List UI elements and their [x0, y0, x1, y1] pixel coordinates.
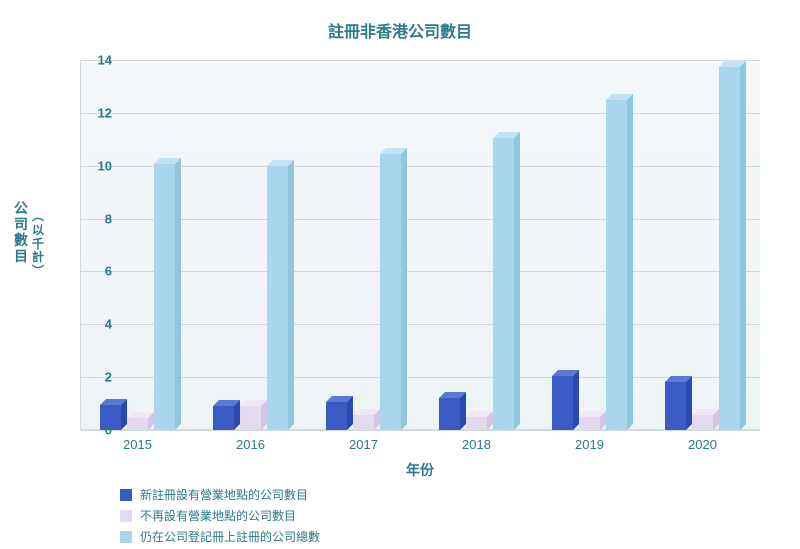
- legend-swatch: [120, 531, 132, 543]
- legend-swatch: [120, 489, 132, 501]
- bar: [127, 418, 148, 430]
- bar: [552, 376, 573, 430]
- bar: [579, 417, 600, 430]
- xtick-label: 2018: [447, 437, 507, 452]
- legend-item: 仍在公司登記冊上註冊的公司總數: [120, 528, 320, 545]
- legend-label: 新註冊設有營業地點的公司數目: [140, 486, 308, 503]
- bars-layer: 201520162017201820192020: [80, 60, 760, 430]
- y-axis-title: 公司數目: [14, 200, 28, 264]
- xtick-label: 2020: [673, 437, 733, 452]
- bar: [665, 382, 686, 430]
- bar: [213, 406, 234, 430]
- ytick-label: 0: [82, 423, 112, 438]
- legend-label: 不再設有營業地點的公司數目: [140, 507, 296, 524]
- bar: [606, 100, 627, 430]
- gridline: [81, 430, 760, 431]
- bar: [154, 164, 175, 430]
- bar: [493, 138, 514, 430]
- bar: [439, 398, 460, 430]
- legend-item: 新註冊設有營業地點的公司數目: [120, 486, 320, 503]
- bar: [267, 166, 288, 430]
- legend: 新註冊設有營業地點的公司數目不再設有營業地點的公司數目仍在公司登記冊上註冊的公司…: [120, 486, 320, 549]
- legend-swatch: [120, 510, 132, 522]
- plot-area: 201520162017201820192020: [80, 60, 760, 430]
- ytick-label: 10: [82, 158, 112, 173]
- bar: [692, 415, 713, 430]
- bar: [240, 406, 261, 430]
- xtick-label: 2016: [221, 437, 281, 452]
- ytick-label: 4: [82, 317, 112, 332]
- x-axis-title: 年份: [406, 460, 434, 480]
- bar: [353, 415, 374, 430]
- ytick-label: 8: [82, 211, 112, 226]
- ytick-label: 2: [82, 370, 112, 385]
- ytick-label: 6: [82, 264, 112, 279]
- ytick-label: 12: [82, 105, 112, 120]
- legend-label: 仍在公司登記冊上註冊的公司總數: [140, 528, 320, 545]
- xtick-label: 2017: [334, 437, 394, 452]
- y-axis-subtitle: ︵以千計︶: [32, 210, 44, 279]
- ytick-label: 14: [82, 53, 112, 68]
- bar: [466, 417, 487, 430]
- bar: [326, 402, 347, 430]
- xtick-label: 2015: [108, 437, 168, 452]
- legend-item: 不再設有營業地點的公司數目: [120, 507, 320, 524]
- bar: [719, 67, 740, 430]
- chart-title: 註冊非香港公司數目: [0, 0, 800, 42]
- xtick-label: 2019: [560, 437, 620, 452]
- bar: [380, 154, 401, 430]
